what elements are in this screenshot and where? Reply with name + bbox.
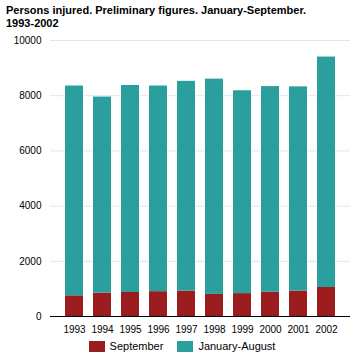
html-text:1993-2002: 1993-2002: [6, 17, 59, 29]
svg-text:1993: 1993: [63, 324, 86, 335]
html-text:January-August: January-August: [198, 340, 276, 352]
svg-text:2001: 2001: [287, 324, 310, 335]
svg-text:1998: 1998: [203, 324, 226, 335]
html-text:Persons injured. Preliminary f: Persons injured. Preliminary figures. Ja…: [6, 4, 307, 16]
svg-text:1995: 1995: [119, 324, 142, 335]
svg-text:2002: 2002: [315, 324, 338, 335]
svg-text:1997: 1997: [175, 324, 198, 335]
html-text:September: September: [109, 340, 164, 352]
svg-text:0: 0: [36, 311, 42, 322]
svg-text:1999: 1999: [231, 324, 254, 335]
svg-text:6000: 6000: [19, 145, 42, 156]
svg-text:8000: 8000: [19, 90, 42, 101]
svg-text:1996: 1996: [147, 324, 170, 335]
svg-text:4000: 4000: [19, 200, 42, 211]
svg-text:10000: 10000: [14, 35, 42, 46]
svg-text:2000: 2000: [259, 324, 282, 335]
svg-text:1994: 1994: [91, 324, 114, 335]
svg-text:2000: 2000: [19, 256, 42, 267]
